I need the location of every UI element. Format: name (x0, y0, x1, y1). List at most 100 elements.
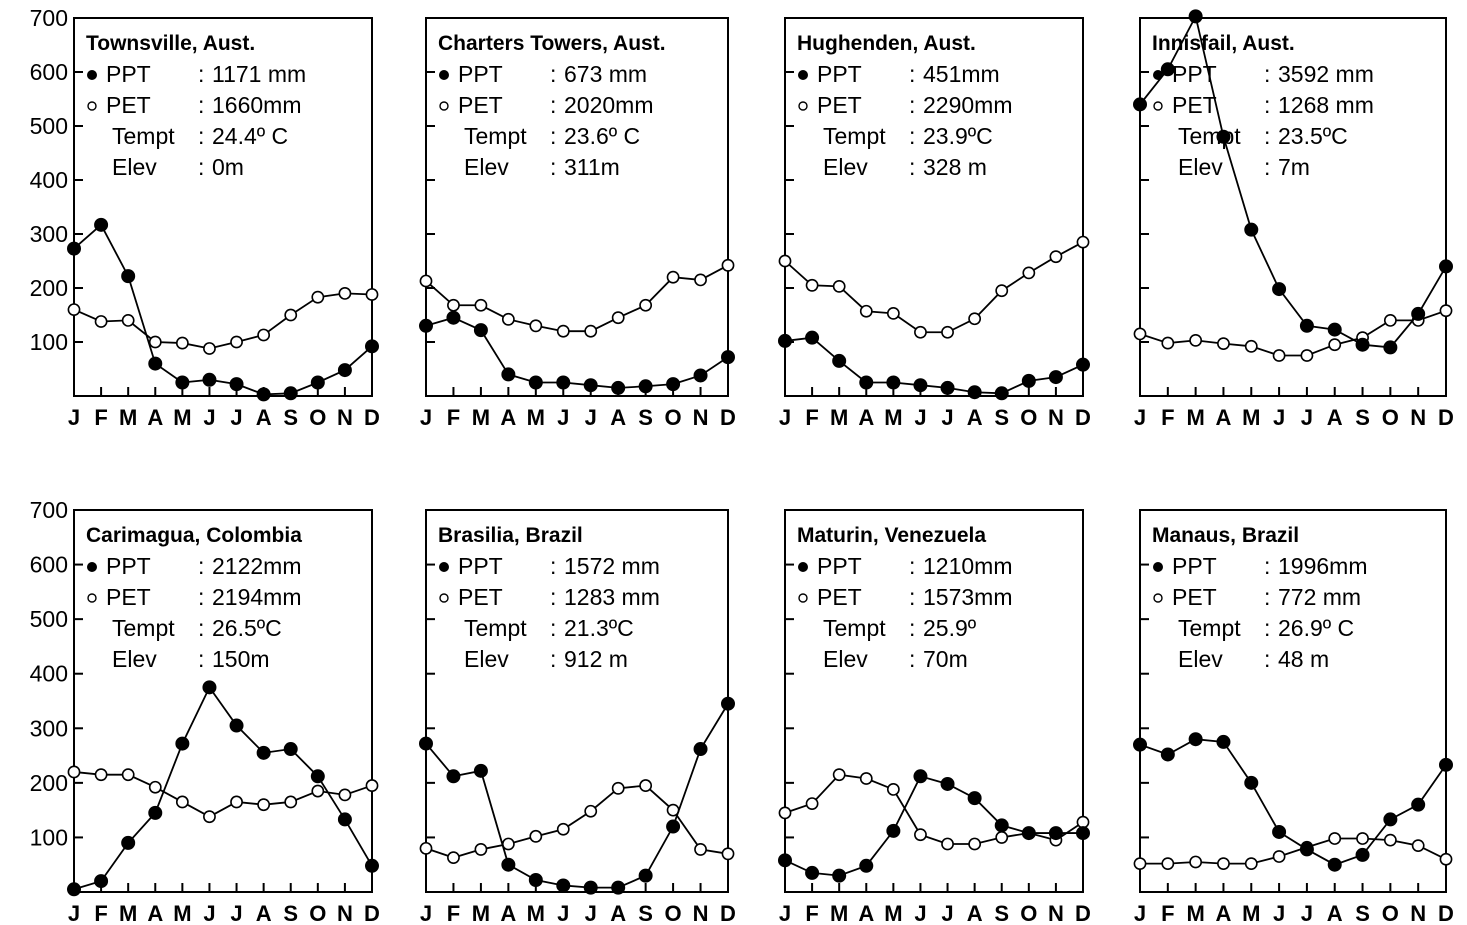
pet-point (474, 298, 488, 312)
pet-point (886, 783, 900, 796)
info-value: 2020mm (564, 92, 653, 118)
ppt-point (310, 375, 325, 390)
info-label: PET (458, 584, 503, 610)
pet-point (529, 319, 543, 333)
x-tick-label: F (447, 405, 460, 430)
info-value: 25.9º (923, 615, 977, 641)
pet-point (914, 828, 927, 842)
legend-pet-marker (439, 101, 449, 111)
ppt-point (832, 868, 847, 883)
pet-point (1328, 832, 1342, 845)
y-tick-label: 200 (30, 275, 68, 301)
ppt-point (611, 880, 626, 895)
ppt-point (1021, 826, 1036, 841)
ppt-point (720, 350, 735, 365)
pet-point (1272, 850, 1286, 863)
pet-point (611, 311, 625, 325)
x-tick-label: J (1301, 901, 1313, 925)
x-tick-label: A (1327, 901, 1343, 925)
info-value: 1572 mm (564, 553, 660, 579)
pet-point (941, 325, 954, 339)
pet-point (67, 765, 81, 779)
series-line-pet (425, 784, 729, 859)
ppt-point (1383, 812, 1398, 827)
info-label: PPT (817, 61, 862, 87)
legend-pet-marker (798, 101, 808, 111)
legend-pet-marker (439, 593, 449, 603)
ppt-point (1299, 842, 1314, 857)
pet-point (501, 312, 515, 326)
info-separator: : (198, 584, 204, 610)
x-tick-label: O (665, 405, 682, 430)
ppt-point (638, 379, 653, 394)
pet-point (447, 298, 460, 312)
x-tick-label: D (364, 405, 380, 430)
ppt-point (364, 858, 379, 873)
info-label: Elev (112, 646, 157, 672)
info-label: PPT (458, 61, 503, 87)
ppt-point (1439, 259, 1454, 274)
x-tick-label: S (994, 405, 1009, 430)
x-tick-label: A (1216, 405, 1232, 430)
pet-point (230, 335, 243, 349)
info-label: Elev (112, 154, 157, 180)
ppt-point (256, 387, 271, 402)
x-tick-label: N (1410, 405, 1426, 430)
x-tick-label: N (1048, 901, 1064, 925)
pet-point (778, 254, 792, 268)
legend-ppt-marker (439, 562, 449, 572)
legend-ppt-marker (798, 70, 808, 80)
ppt-point (583, 378, 598, 393)
y-tick-label: 300 (30, 715, 68, 741)
pet-point (584, 324, 598, 338)
x-tick-label: F (94, 405, 107, 430)
ppt-point (1133, 737, 1148, 752)
x-tick-label: O (1020, 405, 1037, 430)
ppt-point (556, 878, 571, 893)
pet-point (914, 325, 927, 339)
chart-frame (425, 17, 729, 397)
ppt-point (1272, 824, 1287, 839)
ppt-point (777, 333, 792, 348)
ppt-point (121, 835, 136, 850)
info-label: PPT (817, 553, 862, 579)
ppt-point (229, 377, 244, 392)
info-separator: : (550, 123, 556, 149)
ppt-point (1327, 857, 1342, 872)
info-value: 23.5ºC (1278, 123, 1348, 149)
info-label: Elev (823, 154, 868, 180)
pet-point (284, 795, 298, 809)
info-separator: : (550, 615, 556, 641)
info-label: Elev (1178, 154, 1223, 180)
ppt-point (1076, 826, 1091, 841)
x-tick-label: J (1301, 405, 1313, 430)
panel-title: Manaus, Brazil (1152, 524, 1299, 547)
ppt-point (994, 386, 1009, 401)
info-separator: : (550, 584, 556, 610)
info-value: 26.5ºC (212, 615, 282, 641)
x-tick-label: D (1438, 405, 1454, 430)
pet-point (694, 273, 707, 287)
series-line-ppt (73, 223, 373, 396)
ppt-point (638, 868, 653, 883)
ppt-point (611, 380, 626, 395)
ppt-point (859, 375, 874, 390)
chart-frame (784, 17, 1084, 397)
x-tick-label: J (230, 405, 242, 430)
x-tick-label: F (447, 901, 460, 925)
pet-point (832, 768, 846, 782)
legend-pet-marker (798, 593, 808, 603)
x-tick-label: F (1161, 901, 1174, 925)
info-label: PPT (106, 553, 151, 579)
y-tick-label: 700 (30, 5, 68, 31)
x-tick-label: M (527, 901, 545, 925)
pet-point (1439, 852, 1453, 866)
x-tick-label: A (1216, 901, 1232, 925)
info-separator: : (550, 154, 556, 180)
info-label: PET (458, 92, 503, 118)
legend-ppt-marker (87, 562, 97, 572)
ppt-point (886, 375, 901, 390)
info-separator: : (198, 553, 204, 579)
info-label: Tempt (823, 615, 886, 641)
info-separator: : (198, 92, 204, 118)
